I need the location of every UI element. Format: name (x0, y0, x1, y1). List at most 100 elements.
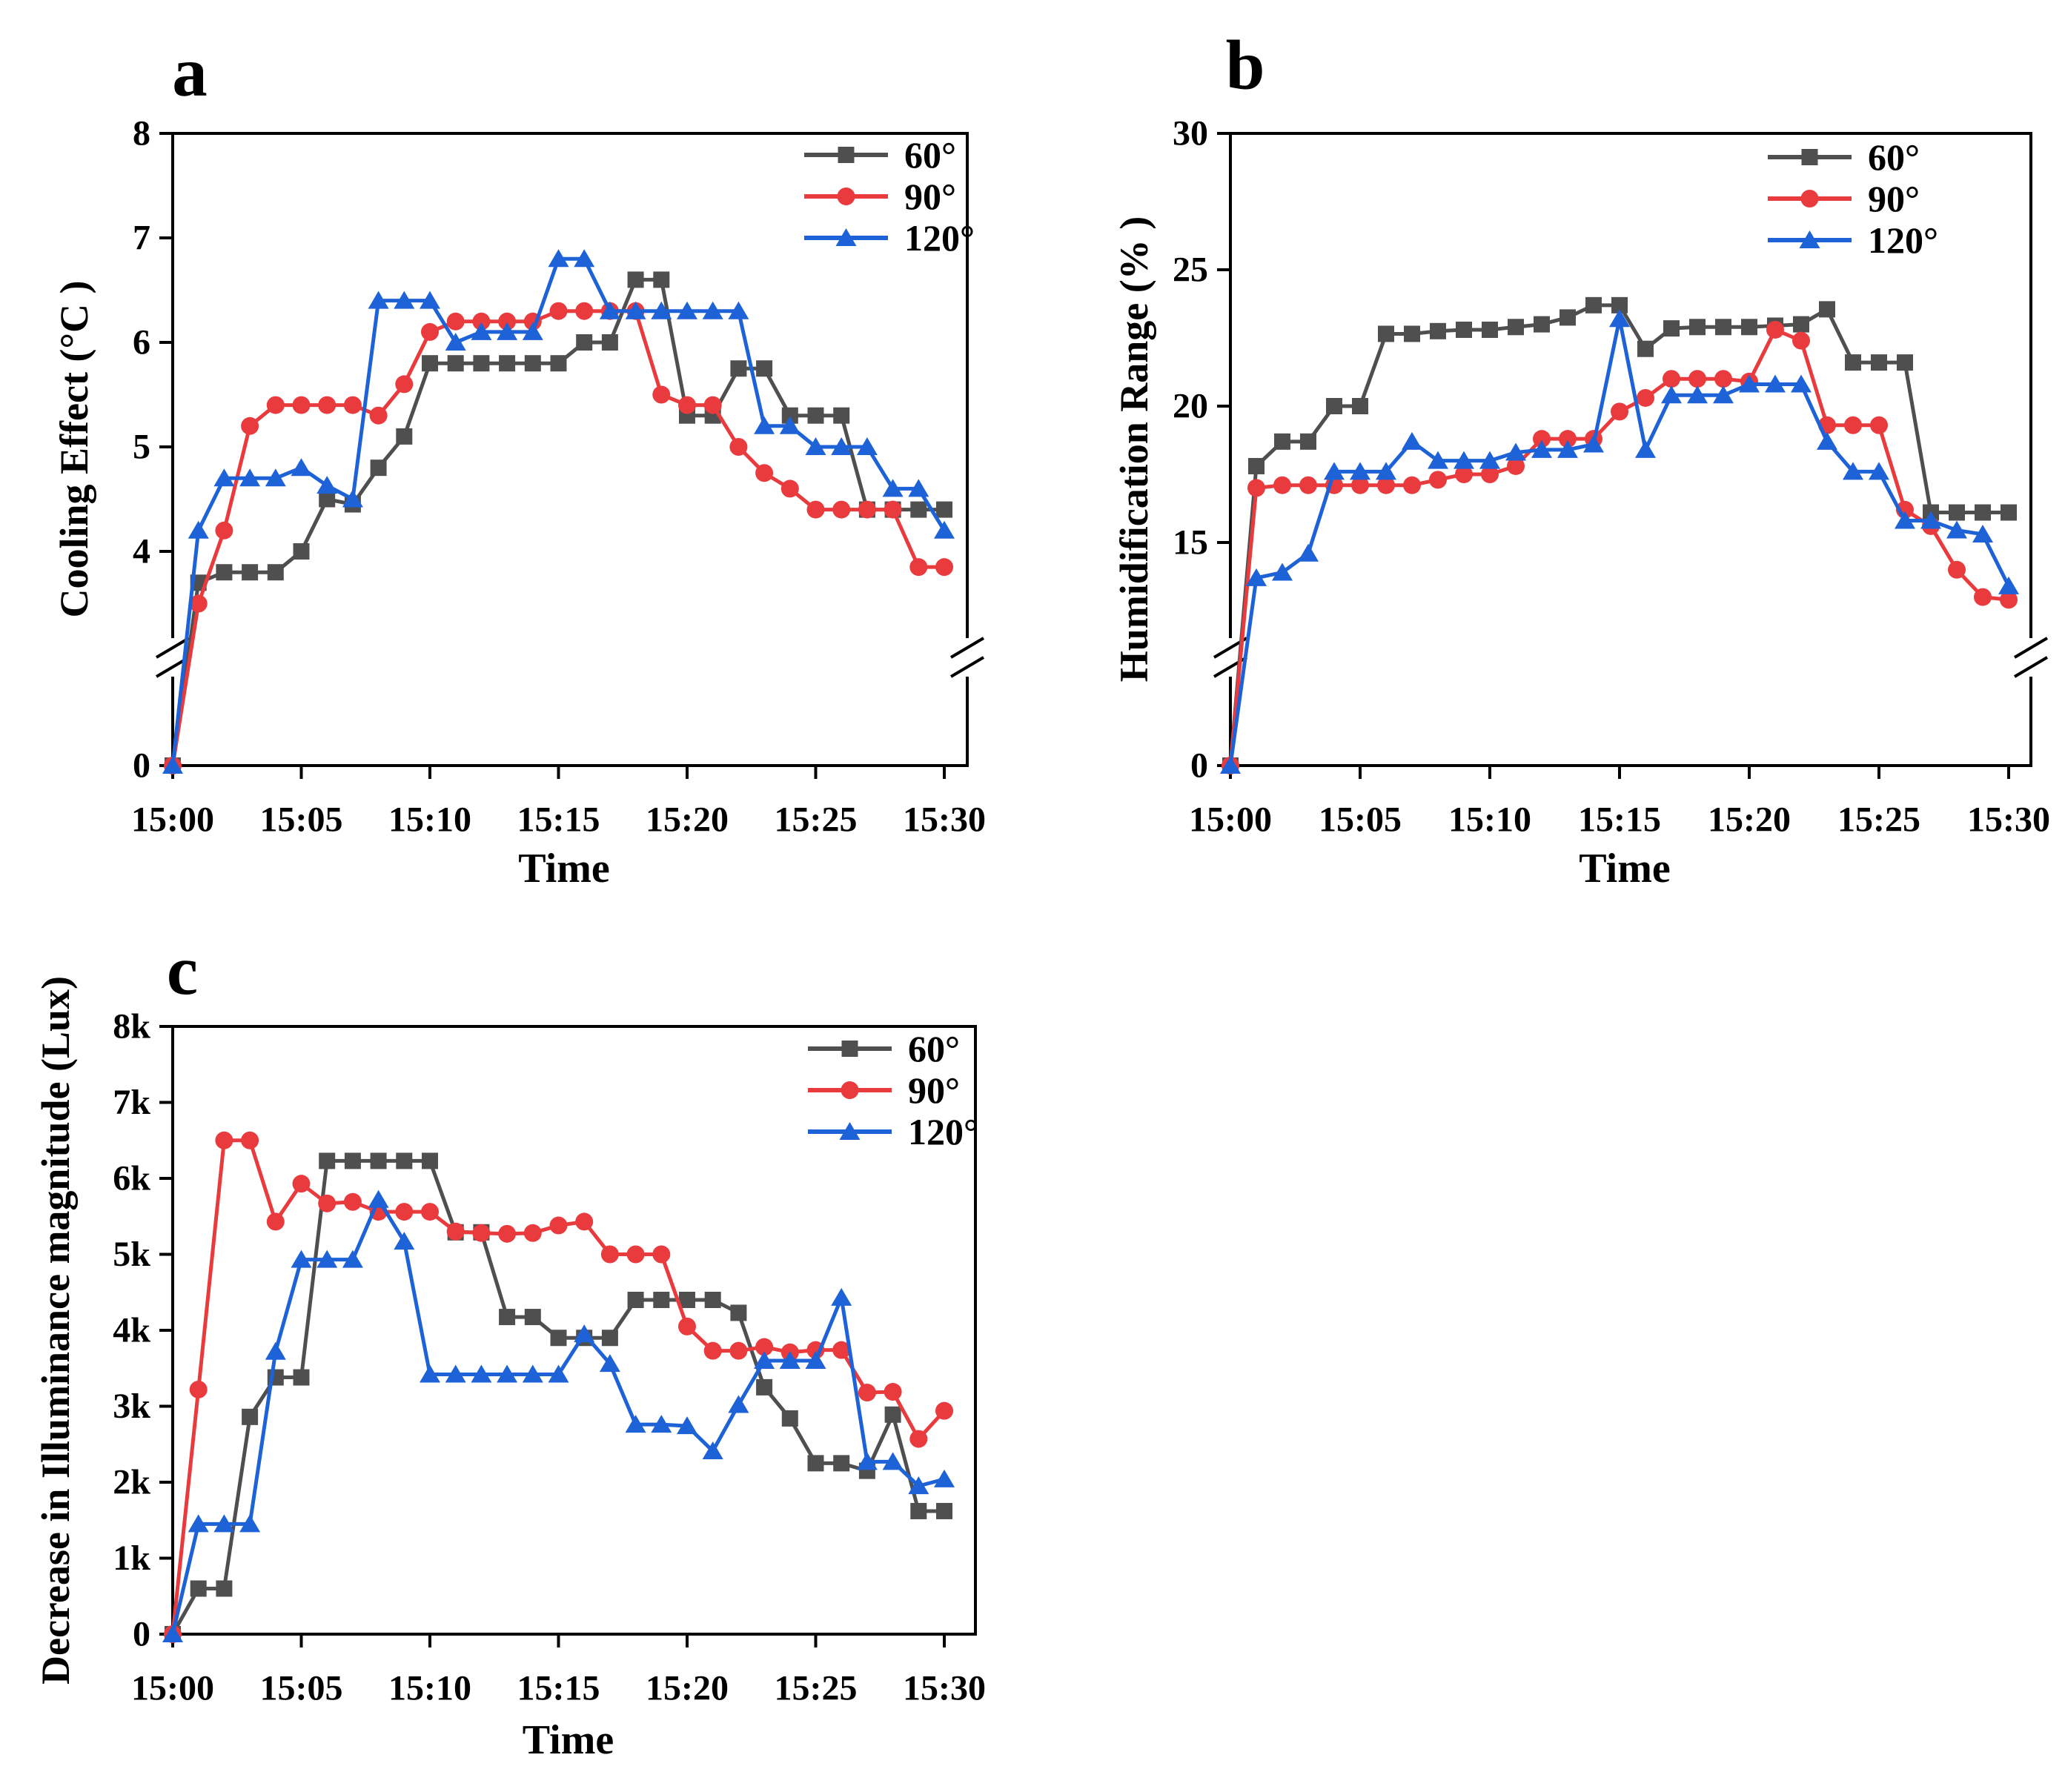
panel-title: b (1226, 26, 1265, 104)
square-marker-icon (267, 564, 284, 581)
circle-marker-icon (1766, 320, 1784, 339)
x-axis-title: Time (523, 1717, 614, 1763)
circle-marker-icon (858, 500, 876, 519)
square-marker-icon (1819, 301, 1835, 318)
square-marker-icon (319, 1152, 336, 1169)
triangle-marker-icon (1843, 462, 1863, 480)
circle-marker-icon (755, 464, 774, 482)
square-marker-icon (756, 360, 773, 377)
square-marker-icon (781, 407, 798, 424)
square-marker-icon (1663, 320, 1680, 337)
square-marker-icon (627, 271, 644, 288)
triangle-marker-icon (1972, 524, 1993, 542)
circle-marker-icon (266, 1212, 285, 1231)
y-tick-label: 5 (133, 428, 150, 467)
y-tick-label: 3k (113, 1387, 150, 1426)
triangle-marker-icon (497, 322, 518, 340)
square-marker-icon (910, 501, 927, 518)
square-marker-icon (1326, 398, 1342, 414)
square-marker-icon (807, 1455, 824, 1472)
y-tick-label: 6 (133, 323, 150, 362)
y-tick-label: 4 (133, 532, 150, 571)
circle-marker-icon (703, 1341, 722, 1360)
triangle-marker-icon (1661, 385, 1682, 404)
x-tick-label: 15:00 (131, 1669, 214, 1708)
axis-break-gap (961, 638, 973, 677)
circle-marker-icon (703, 396, 722, 414)
triangle-legend-marker-icon (839, 1122, 861, 1140)
triangle-marker-icon (779, 1351, 801, 1369)
series-90°-c (164, 1131, 953, 1643)
square-marker-icon (756, 1378, 773, 1396)
circle-marker-icon (575, 1212, 594, 1231)
triangle-marker-icon (934, 520, 955, 539)
triangle-marker-icon (368, 291, 389, 309)
square-marker-icon (1352, 398, 1368, 414)
square-legend-marker-icon (841, 1041, 858, 1057)
y-tick-label: 7 (133, 219, 150, 258)
triangle-marker-icon (754, 1351, 775, 1369)
y-tick-label: 20 (1173, 387, 1208, 426)
circle-marker-icon (292, 396, 311, 414)
square-marker-icon (422, 1152, 438, 1169)
square-marker-icon (1637, 340, 1654, 357)
x-axis-title: Time (518, 846, 609, 892)
triangle-marker-icon (497, 1364, 518, 1383)
circle-marker-icon (1429, 471, 1447, 489)
y-axis-title: Decrease in Illuminance magnitude (Lux) (33, 976, 78, 1685)
triangle-marker-icon (1791, 374, 1812, 393)
triangle-legend-marker-icon (1799, 230, 1820, 248)
square-marker-icon (627, 1292, 644, 1308)
circle-marker-icon (909, 558, 928, 577)
square-marker-icon (1534, 316, 1550, 333)
legend-a: 60°90°120° (804, 134, 975, 259)
circle-marker-icon (1974, 588, 1992, 606)
triangle-marker-icon (1817, 431, 1837, 450)
triangle-marker-icon (471, 322, 492, 340)
circle-marker-icon (729, 1341, 748, 1360)
triangle-marker-icon (316, 476, 338, 494)
panel-a: 8 7 6 5 4 0 15:00 15:05 15:10 15:15 15:20 15:25 15:3… (52, 33, 986, 892)
triangle-marker-icon (831, 1287, 852, 1306)
square-marker-icon (679, 1292, 695, 1308)
triangle-marker-icon (291, 1250, 312, 1268)
x-tick-label: 15:25 (775, 1669, 858, 1708)
x-tick-label: 15:00 (1189, 800, 1272, 840)
y-tick-label: 25 (1173, 250, 1208, 290)
y-tick-label: 6k (113, 1159, 150, 1198)
legend-label: 60° (1868, 136, 1920, 178)
triangle-marker-icon (1998, 576, 2019, 594)
triangle-marker-icon (162, 756, 183, 774)
triangle-marker-icon (213, 1514, 235, 1533)
triangle-marker-icon (651, 1415, 672, 1433)
square-marker-icon (293, 543, 310, 560)
square-marker-icon (550, 1330, 567, 1347)
triangle-marker-icon (702, 301, 723, 319)
triangle-marker-icon (574, 249, 595, 268)
circle-marker-icon (395, 1203, 414, 1221)
circle-marker-icon (1403, 476, 1421, 494)
triangle-marker-icon (265, 468, 286, 487)
triangle-marker-icon (882, 1452, 904, 1470)
square-marker-icon (1585, 296, 1602, 313)
circle-marker-icon (549, 302, 568, 320)
triangle-marker-icon (1531, 439, 1552, 458)
square-marker-icon (524, 355, 541, 372)
triangle-marker-icon (394, 1232, 415, 1250)
triangle-marker-icon (1739, 374, 1760, 393)
x-tick-label: 15:15 (1578, 800, 1661, 840)
circle-marker-icon (1247, 479, 1265, 497)
x-tick-label: 15:05 (1319, 800, 1402, 840)
square-marker-icon (653, 271, 670, 288)
triangle-marker-icon (651, 301, 672, 319)
x-tick-label: 15:30 (903, 800, 986, 840)
circle-marker-icon (1870, 416, 1888, 434)
square-marker-icon (422, 355, 438, 372)
square-marker-icon (216, 1580, 233, 1597)
circle-marker-icon (832, 1341, 851, 1359)
triangle-marker-icon (754, 416, 775, 434)
axis-break-gap (1224, 638, 1236, 677)
square-marker-icon (370, 1152, 387, 1169)
axis-break-slash (949, 656, 985, 678)
